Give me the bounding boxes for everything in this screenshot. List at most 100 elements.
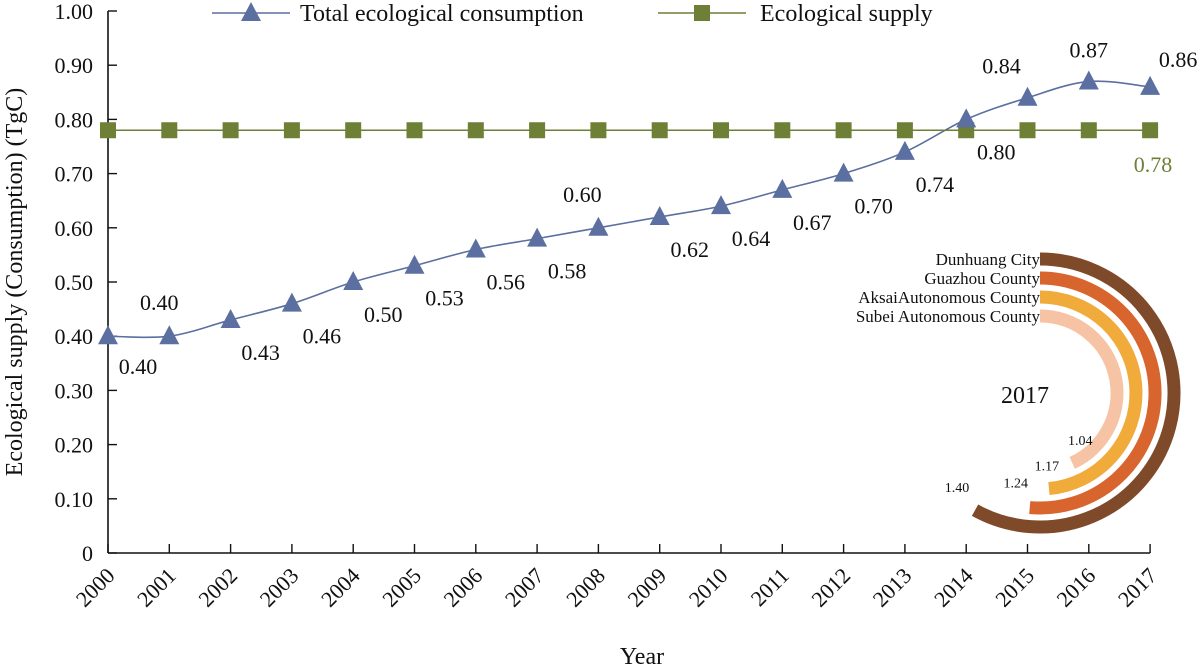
consumption-marker <box>159 325 180 345</box>
consumption-data-label: 0.43 <box>241 340 280 365</box>
x-tick-label: 2005 <box>377 563 426 612</box>
x-tick-label: 2003 <box>255 563 304 612</box>
consumption-data-label: 0.60 <box>563 182 602 207</box>
supply-marker <box>467 122 484 139</box>
x-tick-label: 2016 <box>1052 563 1101 612</box>
y-tick-label: 0.30 <box>55 378 94 403</box>
chart-legend: Total ecological consumption Ecological s… <box>212 1 933 27</box>
radial-value-label: 1.17 <box>1035 460 1060 475</box>
consumption-data-label: 0.84 <box>982 54 1021 79</box>
supply-marker <box>1019 122 1036 139</box>
y-tick-label: 0.80 <box>55 107 94 132</box>
y-tick-label: 0.70 <box>55 162 94 187</box>
x-tick-label: 2010 <box>684 563 733 612</box>
consumption-marker <box>220 308 241 328</box>
consumption-marker <box>281 292 302 312</box>
consumption-data-label: 0.87 <box>1070 37 1109 62</box>
consumption-marker <box>772 178 793 198</box>
radial-bar <box>971 252 1181 534</box>
consumption-data-label: 0.56 <box>487 269 526 294</box>
supply-marker <box>651 122 668 139</box>
consumption-marker <box>833 162 854 182</box>
consumption-marker <box>1078 70 1099 90</box>
supply-marker <box>345 122 362 139</box>
supply-marker <box>529 122 546 139</box>
consumption-data-label: 0.50 <box>364 302 403 327</box>
y-tick-label: 0.20 <box>55 433 94 458</box>
x-tick-label: 2000 <box>71 563 120 612</box>
supply-marker <box>835 122 852 139</box>
y-tick-label: 1.00 <box>55 0 94 24</box>
x-tick-label: 2014 <box>929 563 978 612</box>
consumption-data-label: 0.86 <box>1159 47 1198 72</box>
radial-bar <box>1029 271 1162 515</box>
radial-value-label: 1.04 <box>1068 434 1093 449</box>
supply-data-label: 0.78 <box>1134 152 1173 177</box>
consumption-data-label: 0.62 <box>670 237 709 262</box>
y-tick-label: 0.10 <box>55 487 94 512</box>
radial-bar <box>1039 290 1143 496</box>
legend-supply-marker <box>694 5 710 21</box>
supply-marker <box>774 122 791 139</box>
consumption-marker <box>1140 75 1161 95</box>
x-tick-label: 2006 <box>439 563 488 612</box>
legend-supply-label: Ecological supply <box>760 1 933 27</box>
legend-consumption-marker <box>241 2 261 21</box>
consumption-data-label: 0.80 <box>977 139 1016 164</box>
x-tick-label: 2015 <box>990 563 1039 612</box>
supply-marker <box>161 122 178 139</box>
radial-legend-label: Dunhuang City <box>936 250 1041 269</box>
y-tick-label: 0.40 <box>55 324 94 349</box>
x-tick-label: 2007 <box>500 563 549 612</box>
supply-marker <box>590 122 607 139</box>
consumption-data-label: 0.64 <box>732 226 771 251</box>
x-axis-title: Year <box>620 644 664 667</box>
consumption-marker <box>711 195 731 215</box>
consumption-data-label: 0.46 <box>303 324 342 349</box>
supply-marker <box>222 122 239 139</box>
x-tick-label: 2013 <box>868 563 917 612</box>
consumption-data-label: 0.40 <box>140 290 179 315</box>
y-tick-label: 0.60 <box>55 216 94 241</box>
y-tick-label: 0.50 <box>55 270 94 295</box>
radial-value-label: 1.24 <box>1003 477 1028 492</box>
consumption-marker <box>1017 86 1038 106</box>
consumption-marker <box>894 140 915 160</box>
chart-data-labels: 0.40 0.40 0.43 0.46 0.50 0.53 0.56 0.58 0.60 0.62… <box>119 37 1198 379</box>
consumption-marker <box>98 325 118 345</box>
inset-radial-chart: Dunhuang City 1.40 Guazhou County 1.24 Aksai… <box>856 250 1181 534</box>
supply-marker <box>283 122 300 139</box>
x-tick-label: 2002 <box>193 563 242 612</box>
x-tick-label: 2008 <box>561 563 610 612</box>
radial-legend-label: Subei Autonomous County <box>856 307 1041 326</box>
supply-marker <box>1080 122 1097 139</box>
radial-legend-label: Guazhou County <box>924 269 1040 288</box>
consumption-marker <box>956 108 977 128</box>
supply-marker <box>713 122 729 139</box>
consumption-marker <box>527 227 548 247</box>
consumption-data-label: 0.40 <box>119 354 158 379</box>
x-tick-label: 2001 <box>132 563 181 612</box>
x-tick-label: 2017 <box>1113 563 1162 612</box>
radial-bar <box>1039 309 1124 469</box>
consumption-marker <box>404 254 425 274</box>
consumption-marker <box>588 216 609 236</box>
x-tick-label: 2009 <box>622 563 671 612</box>
consumption-marker <box>343 271 364 290</box>
consumption-data-label: 0.53 <box>425 286 464 311</box>
radial-legend-label: AksaiAutonomous County <box>858 288 1040 307</box>
consumption-data-label: 0.67 <box>793 210 832 235</box>
radial-value-label: 1.40 <box>945 481 970 496</box>
supply-marker <box>406 122 423 139</box>
chart-series <box>98 70 1161 345</box>
supply-marker <box>1142 122 1159 139</box>
y-tick-label: 0.90 <box>55 53 94 78</box>
legend-consumption-label: Total ecological consumption <box>300 1 584 27</box>
radial-title: 2017 <box>1001 383 1049 409</box>
consumption-data-label: 0.58 <box>548 259 587 284</box>
x-tick-label: 2011 <box>746 563 794 611</box>
x-tick-label: 2012 <box>806 563 855 612</box>
consumption-marker <box>649 205 670 225</box>
y-axis-title: Ecological supply (Consumption) (TgC) <box>2 88 28 477</box>
